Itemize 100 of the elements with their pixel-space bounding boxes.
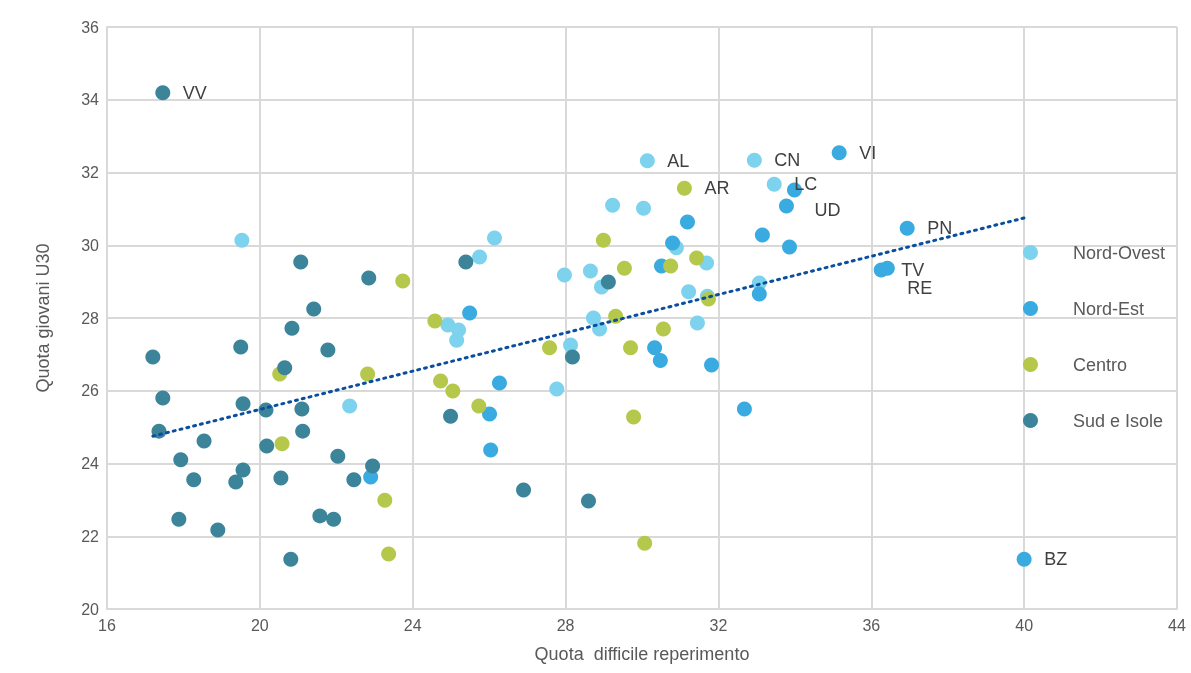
- legend-label: Nord-Est: [1072, 298, 1144, 319]
- point: [754, 227, 770, 243]
- point: [295, 423, 311, 439]
- point: [155, 390, 171, 406]
- y-tick-label: 20: [81, 600, 100, 618]
- point: [689, 250, 705, 266]
- point: [196, 433, 212, 449]
- point: [312, 508, 328, 524]
- point: [1016, 551, 1032, 567]
- y-axis-title: Quota giovani U30: [33, 243, 53, 393]
- point: [663, 258, 679, 274]
- point: [681, 284, 697, 300]
- y-tick-label: 30: [81, 236, 100, 254]
- point: [395, 273, 411, 289]
- annotation: AR: [704, 178, 730, 199]
- point: [766, 176, 782, 192]
- x-tick-label: 28: [556, 616, 575, 634]
- point: [581, 493, 596, 509]
- y-tick-label: 24: [81, 455, 100, 472]
- point: [294, 401, 310, 417]
- point: [636, 200, 652, 216]
- point: [284, 320, 300, 336]
- point: [443, 408, 459, 424]
- point: [564, 349, 580, 365]
- x-tick-label: 16: [98, 616, 116, 634]
- point: [652, 353, 668, 369]
- point: [471, 398, 487, 414]
- x-tick-label: 40: [1015, 616, 1034, 634]
- annotation: VV: [182, 82, 207, 103]
- annotation: BZ: [1044, 549, 1068, 570]
- point: [563, 337, 579, 353]
- point: [210, 522, 226, 538]
- point: [462, 305, 478, 321]
- y-tick-label: 22: [81, 527, 100, 545]
- point: [433, 373, 449, 389]
- point: [235, 462, 251, 478]
- point: [655, 321, 671, 337]
- y-tick-label: 26: [81, 382, 100, 400]
- x-tick-label: 24: [403, 616, 422, 634]
- point: [155, 85, 171, 101]
- point: [616, 260, 632, 276]
- annotation: LC: [794, 174, 818, 195]
- point: [704, 357, 720, 373]
- annotation: AL: [667, 150, 690, 171]
- point: [277, 360, 293, 376]
- point: [899, 220, 915, 236]
- point: [360, 366, 376, 382]
- point: [365, 458, 381, 474]
- point: [751, 286, 767, 302]
- y-tick-label: 32: [81, 164, 100, 181]
- annotation: TV: [901, 259, 925, 280]
- x-tick-label: 20: [250, 616, 269, 634]
- point: [483, 442, 499, 458]
- legend-label: Centro: [1072, 354, 1128, 375]
- point: [330, 448, 346, 464]
- point: [233, 339, 249, 355]
- point: [639, 153, 655, 169]
- x-tick-label: 32: [709, 616, 728, 634]
- point: [689, 315, 705, 331]
- point: [665, 235, 681, 251]
- point: [186, 472, 202, 488]
- y-tick-label: 28: [81, 309, 100, 327]
- point: [228, 474, 244, 490]
- point: [273, 470, 289, 486]
- point: [472, 249, 488, 265]
- point: [283, 551, 299, 567]
- point: [487, 230, 502, 246]
- point: [326, 511, 342, 527]
- point: [342, 398, 358, 414]
- annotation: VI: [859, 142, 877, 163]
- point: [458, 254, 474, 270]
- point: [427, 313, 443, 329]
- point: [445, 383, 461, 399]
- point: [361, 270, 377, 286]
- point: [676, 180, 692, 196]
- point: [274, 436, 290, 452]
- point: [377, 492, 393, 508]
- point: [449, 332, 465, 348]
- point: [542, 340, 558, 356]
- x-tick-label: 44: [1168, 616, 1186, 634]
- point: [556, 267, 572, 283]
- point: [647, 340, 663, 356]
- annotation: CN: [774, 150, 801, 171]
- annotation: RE: [907, 278, 933, 299]
- point: [145, 349, 161, 365]
- legend-label: Nord-Ovest: [1072, 242, 1166, 263]
- point: [482, 406, 498, 422]
- point: [320, 342, 336, 358]
- point: [491, 375, 507, 391]
- point: [782, 239, 798, 255]
- point: [381, 546, 397, 562]
- annotation: PN: [927, 218, 953, 239]
- point: [549, 381, 565, 397]
- point: [259, 438, 275, 454]
- point: [746, 152, 762, 168]
- point: [637, 535, 653, 551]
- point: [173, 452, 189, 468]
- annotation: UD: [814, 199, 841, 220]
- y-tick-label: 34: [81, 91, 100, 109]
- point: [600, 274, 616, 290]
